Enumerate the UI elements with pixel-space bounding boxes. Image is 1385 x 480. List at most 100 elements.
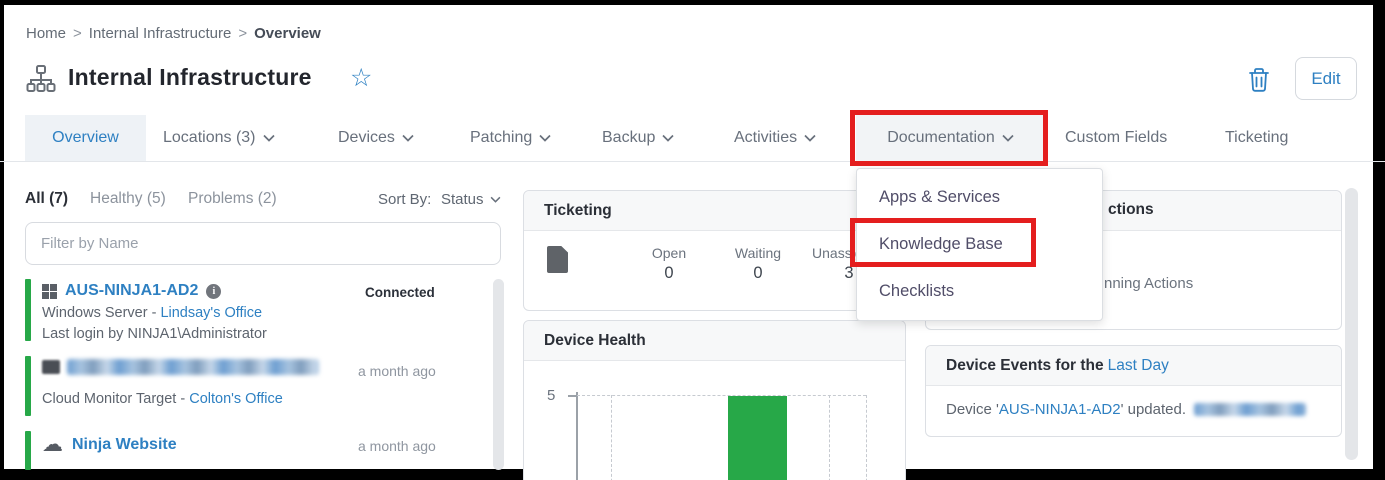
- filter-healthy[interactable]: Healthy (5): [90, 190, 166, 207]
- chevron-down-icon: [662, 134, 674, 142]
- event-text: Device ': [946, 401, 999, 418]
- last-day-link[interactable]: Last Day: [1107, 356, 1169, 374]
- event-text: ' updated.: [1120, 401, 1187, 418]
- cloud-icon: ☁: [42, 433, 63, 456]
- tab-label: Devices: [338, 129, 395, 146]
- device-status: Connected: [365, 285, 435, 300]
- breadcrumb-separator: >: [73, 25, 82, 42]
- device-row-title[interactable]: [42, 359, 319, 375]
- breadcrumb-org[interactable]: Internal Infrastructure: [88, 25, 232, 42]
- chevron-down-icon: [402, 134, 414, 142]
- tab-overview[interactable]: Overview: [25, 115, 146, 161]
- device-health-widget-header: Device Health: [524, 321, 905, 361]
- chevron-down-icon: [490, 196, 500, 203]
- stat-value[interactable]: 0: [753, 264, 763, 282]
- device-list-scrollbar[interactable]: [493, 279, 504, 470]
- edit-button[interactable]: Edit: [1295, 57, 1357, 100]
- chevron-down-icon: [1002, 134, 1014, 142]
- org-hierarchy-icon: [26, 65, 56, 92]
- ticket-stat-waiting: Waiting 0: [713, 245, 803, 283]
- tab-devices[interactable]: Devices: [338, 115, 414, 161]
- breadcrumb-current: Overview: [254, 25, 321, 42]
- menu-item-apps-services[interactable]: Apps & Services: [879, 188, 1001, 206]
- device-health-bar: [25, 356, 31, 416]
- device-last-login: Last login by NINJA1\Administrator: [42, 326, 267, 342]
- filter-all[interactable]: All (7): [25, 190, 69, 207]
- tab-label: Documentation: [887, 129, 995, 146]
- device-health-bar: [25, 431, 31, 470]
- actions-widget-empty-text-fragment: nning Actions: [1104, 275, 1194, 292]
- tabbar-divider: [0, 161, 1385, 162]
- redacted-device-name[interactable]: [67, 359, 319, 375]
- annotation-box-knowledge-base: [850, 218, 1036, 267]
- device-location-link[interactable]: Lindsay's Office: [160, 305, 263, 321]
- tab-label: Patching: [470, 129, 533, 146]
- windows-icon: [42, 283, 57, 299]
- device-name[interactable]: AUS-NINJA1-AD2: [65, 282, 199, 299]
- device-status: a month ago: [358, 438, 436, 454]
- menu-item-knowledge-base[interactable]: Knowledge Base: [879, 235, 1003, 253]
- sort-by-select[interactable]: Status: [441, 191, 501, 208]
- sort-value: Status: [441, 191, 484, 208]
- breadcrumb: Home > Internal Infrastructure > Overview: [26, 25, 321, 42]
- device-event-row: Device ' AUS-NINJA1-AD2 ' updated.: [946, 401, 1307, 418]
- page-scrollbar[interactable]: [1345, 188, 1358, 460]
- annotation-box-documentation-tab: [850, 110, 1048, 166]
- trash-icon[interactable]: [1248, 67, 1270, 92]
- ticketing-widget-header: Ticketing: [524, 191, 905, 231]
- device-row-title[interactable]: ☁ Ninja Website: [42, 434, 177, 455]
- tab-backup[interactable]: Backup: [602, 115, 674, 161]
- ticketing-widget: Ticketing Open 0 Waiting 0 Unassigned 3: [523, 190, 906, 311]
- breadcrumb-separator: >: [238, 25, 248, 42]
- tab-label: Overview: [52, 129, 119, 146]
- tab-label: Activities: [734, 129, 798, 146]
- widget-title: Device Health: [544, 331, 646, 349]
- device-health-bar: [25, 279, 31, 341]
- tab-locations[interactable]: Locations (3): [163, 115, 275, 161]
- info-icon[interactable]: i: [206, 283, 222, 299]
- tab-label: Ticketing: [1225, 129, 1289, 146]
- device-type: Windows Server -: [42, 305, 161, 321]
- chevron-down-icon: [539, 134, 551, 142]
- stat-value[interactable]: 3: [844, 264, 854, 282]
- menu-item-checklists[interactable]: Checklists: [879, 282, 955, 300]
- device-events-widget: Device Events for the Last Day Device ' A…: [925, 345, 1342, 437]
- page-title: Internal Infrastructure: [68, 64, 312, 90]
- chevron-down-icon: [262, 134, 275, 142]
- desktop-icon: [42, 360, 60, 374]
- device-events-widget-header: Device Events for the Last Day: [926, 346, 1341, 386]
- tab-ticketing[interactable]: Ticketing: [1225, 115, 1288, 161]
- device-location-link[interactable]: Colton's Office: [189, 391, 283, 407]
- widget-title: Ticketing: [544, 201, 612, 219]
- chevron-down-icon: [804, 134, 816, 142]
- favorite-star-icon[interactable]: ☆: [350, 64, 373, 92]
- filter-problems[interactable]: Problems (2): [188, 190, 277, 207]
- actions-widget-title-fragment: ctions: [1108, 201, 1154, 218]
- breadcrumb-home[interactable]: Home: [26, 25, 67, 42]
- stat-value[interactable]: 0: [664, 264, 674, 282]
- event-device-link[interactable]: AUS-NINJA1-AD2: [998, 401, 1121, 418]
- tab-activities[interactable]: Activities: [734, 115, 816, 161]
- sort-by-label: Sort By:: [378, 191, 432, 208]
- y-axis-tick: [568, 395, 576, 397]
- y-axis: [576, 392, 578, 480]
- tab-patching[interactable]: Patching: [470, 115, 551, 161]
- device-row-title[interactable]: AUS-NINJA1-AD2 i: [42, 282, 222, 300]
- tab-label: Locations (3): [163, 129, 256, 146]
- stat-label: Open: [651, 245, 687, 261]
- device-name[interactable]: Ninja Website: [72, 435, 177, 453]
- filter-by-name-input[interactable]: [25, 222, 501, 265]
- gridline-dashed: [577, 395, 866, 396]
- tab-documentation[interactable]: Documentation: [856, 115, 1045, 161]
- device-subline: Windows Server - Lindsay's Office: [42, 305, 262, 321]
- y-axis-tick-label: 5: [547, 387, 556, 404]
- healthy-devices-bar[interactable]: [728, 396, 787, 480]
- device-status: a month ago: [358, 363, 436, 379]
- ticket-stat-open: Open 0: [624, 245, 714, 283]
- device-health-widget: Device Health 5: [523, 320, 906, 480]
- device-type: Cloud Monitor Target -: [42, 391, 190, 407]
- chart-region-divider: [866, 395, 867, 480]
- tab-custom-fields[interactable]: Custom Fields: [1065, 115, 1167, 161]
